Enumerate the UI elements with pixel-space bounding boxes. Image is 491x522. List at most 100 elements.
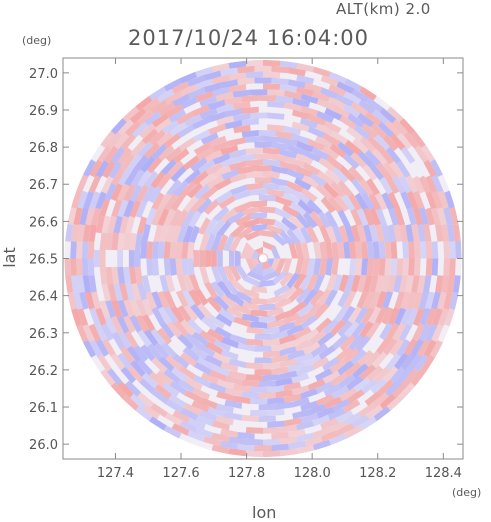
- reflectivity-cell: [425, 258, 433, 276]
- reflectivity-cell: [83, 340, 96, 358]
- reflectivity-cell: [241, 118, 259, 126]
- reflectivity-cell: [129, 199, 141, 218]
- reflectivity-cell: [303, 149, 322, 163]
- reflectivity-cell: [184, 114, 202, 127]
- reflectivity-cell: [295, 258, 304, 276]
- reflectivity-cell: [190, 345, 208, 360]
- reflectivity-cell: [190, 196, 206, 214]
- reflectivity-cell: [243, 276, 260, 288]
- reflectivity-cell: [443, 241, 450, 259]
- reflectivity-cell: [215, 415, 234, 426]
- reflectivity-cell: [406, 190, 419, 209]
- reflectivity-cell: [313, 258, 322, 276]
- reflectivity-cell: [326, 155, 344, 171]
- reflectivity-cell: [229, 223, 246, 238]
- reflectivity-cell: [215, 91, 234, 102]
- reflectivity-cell: [237, 443, 255, 452]
- reflectivity-cell: [410, 369, 426, 387]
- reflectivity-cell: [351, 321, 367, 339]
- reflectivity-cell: [254, 142, 272, 148]
- reflectivity-cell: [166, 321, 182, 338]
- reflectivity-cell: [408, 258, 415, 276]
- reflectivity-cell: [97, 145, 112, 163]
- reflectivity-cell: [120, 153, 135, 171]
- reflectivity-cell: [145, 291, 157, 310]
- reflectivity-cell: [293, 313, 311, 327]
- reflectivity-cell: [212, 86, 230, 97]
- reflectivity-cell: [157, 208, 170, 226]
- reflectivity-cell: [254, 153, 272, 160]
- reflectivity-cell: [228, 448, 247, 457]
- reflectivity-cell: [349, 241, 357, 259]
- reflectivity-cell: [302, 288, 318, 306]
- reflectivity-cell: [292, 397, 310, 408]
- reflectivity-cell: [196, 146, 215, 161]
- reflectivity-cell: [184, 332, 202, 349]
- reflectivity-cell: [385, 146, 402, 164]
- reflectivity-cell: [271, 258, 281, 271]
- reflectivity-cell: [364, 111, 382, 126]
- reflectivity-cell: [110, 118, 127, 135]
- reflectivity-cell: [288, 67, 306, 77]
- reflectivity-cell: [389, 366, 406, 384]
- reflectivity-cell: [187, 417, 206, 430]
- reflectivity-cell: [126, 345, 142, 363]
- reflectivity-cell: [379, 107, 397, 124]
- reflectivity-cell: [241, 391, 259, 399]
- reflectivity-cell: [215, 403, 234, 414]
- reflectivity-cell: [361, 192, 375, 210]
- reflectivity-cell: [205, 162, 224, 176]
- reflectivity-cell: [263, 159, 281, 167]
- reflectivity-cell: [412, 190, 425, 209]
- reflectivity-cell: [300, 117, 318, 129]
- reflectivity-cell: [170, 305, 185, 324]
- reflectivity-cell: [312, 427, 331, 439]
- reflectivity-cell: [423, 275, 432, 294]
- reflectivity-cell: [170, 193, 185, 212]
- reflectivity-cell: [89, 307, 101, 326]
- reflectivity-cell: [177, 305, 192, 323]
- reflectivity-cell: [116, 183, 130, 202]
- reflectivity-cell: [447, 275, 455, 293]
- reflectivity-cell: [332, 334, 349, 350]
- reflectivity-cell: [282, 258, 293, 275]
- reflectivity-cell: [263, 59, 281, 67]
- reflectivity-cell: [139, 378, 156, 394]
- reflectivity-cell: [338, 274, 349, 292]
- reflectivity-cell: [149, 86, 167, 101]
- reflectivity-cell: [153, 224, 163, 242]
- reflectivity-cell: [343, 241, 351, 259]
- reflectivity-cell: [178, 137, 196, 152]
- y-tick-label: 26.9: [29, 104, 58, 119]
- reflectivity-cell: [76, 224, 85, 242]
- reflectivity-cell: [117, 331, 132, 349]
- reflectivity-cell: [107, 368, 123, 386]
- reflectivity-cell: [272, 271, 288, 286]
- reflectivity-cell: [332, 274, 343, 292]
- reflectivity-cell: [220, 440, 238, 450]
- reflectivity-cell: [176, 111, 194, 125]
- reflectivity-cell: [324, 396, 343, 410]
- reflectivity-cell: [351, 414, 370, 429]
- reflectivity-cell: [193, 183, 211, 200]
- reflectivity-cell: [295, 140, 314, 153]
- reflectivity-cell: [160, 159, 177, 176]
- reflectivity-cell: [263, 182, 280, 191]
- reflectivity-cell: [151, 357, 168, 374]
- y-tick-label: 26.0: [29, 438, 58, 453]
- reflectivity-cell: [368, 193, 382, 211]
- reflectivity-cell: [330, 130, 349, 145]
- reflectivity-cell: [227, 210, 245, 225]
- reflectivity-cell: [242, 288, 260, 300]
- reflectivity-cell: [199, 107, 218, 120]
- reflectivity-cell: [246, 182, 263, 191]
- reflectivity-cell: [414, 258, 421, 276]
- reflectivity-cell: [180, 352, 197, 367]
- reflectivity-cell: [275, 377, 293, 387]
- reflectivity-cell: [180, 407, 199, 421]
- reflectivity-cell: [130, 140, 146, 157]
- reflectivity-cell: [306, 274, 319, 292]
- reflectivity-cell: [128, 266, 137, 285]
- reflectivity-cell: [366, 241, 374, 259]
